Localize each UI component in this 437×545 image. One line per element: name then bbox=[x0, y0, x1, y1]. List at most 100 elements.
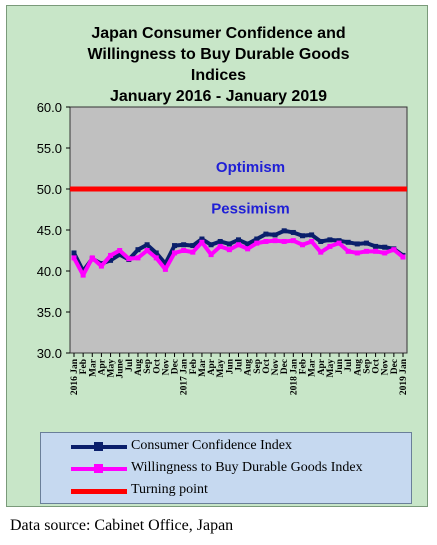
data-point-willingness bbox=[226, 247, 232, 253]
y-tick-label: 55.0 bbox=[37, 141, 62, 156]
data-point-willingness bbox=[327, 243, 333, 249]
data-point-willingness bbox=[181, 248, 187, 253]
data-point-consumer-confidence bbox=[162, 261, 168, 267]
data-point-willingness bbox=[382, 250, 388, 256]
data-point-consumer-confidence bbox=[117, 252, 123, 258]
data-point-willingness bbox=[336, 240, 342, 246]
x-tick-label: June bbox=[116, 359, 126, 379]
data-point-willingness bbox=[373, 248, 379, 254]
x-tick-label: Oct bbox=[152, 358, 162, 374]
data-point-consumer-confidence bbox=[135, 247, 141, 253]
x-tick-label: 2019 Jan bbox=[399, 358, 409, 395]
legend-swatch-turning-point bbox=[71, 489, 127, 494]
data-point-willingness bbox=[108, 252, 114, 258]
data-point-willingness bbox=[89, 255, 95, 261]
annotation-optimism: Optimism bbox=[216, 159, 285, 176]
x-tick-label: Oct bbox=[372, 358, 382, 374]
legend-marker-consumer-confidence bbox=[94, 442, 103, 451]
x-tick-label: Nov bbox=[381, 359, 391, 376]
legend-item-turning-point: Turning point bbox=[41, 481, 411, 501]
data-point-willingness bbox=[153, 255, 159, 261]
data-point-consumer-confidence bbox=[236, 237, 241, 243]
data-point-willingness bbox=[98, 263, 104, 269]
data-point-willingness bbox=[272, 238, 278, 244]
y-tick-label: 45.0 bbox=[37, 223, 62, 238]
y-tick-label: 35.0 bbox=[37, 305, 62, 320]
x-tick-label: Jun bbox=[335, 358, 345, 374]
x-tick-label: Mar bbox=[308, 358, 318, 377]
legend-item-willingness: Willingness to Buy Durable Goods Index bbox=[41, 459, 411, 479]
x-tick-label: Dec bbox=[280, 359, 290, 374]
data-point-consumer-confidence bbox=[354, 241, 360, 247]
data-point-consumer-confidence bbox=[382, 244, 388, 250]
data-point-willingness bbox=[208, 252, 214, 258]
x-tick-label: Jul bbox=[235, 359, 245, 372]
data-point-consumer-confidence bbox=[373, 243, 379, 249]
data-point-willingness bbox=[190, 249, 196, 255]
data-point-willingness bbox=[71, 255, 77, 261]
data-point-willingness bbox=[281, 238, 287, 244]
x-tick-label: Nov bbox=[271, 359, 281, 376]
x-tick-label: May bbox=[326, 359, 336, 378]
data-point-consumer-confidence bbox=[327, 237, 333, 243]
x-tick-label: Jul bbox=[344, 359, 354, 372]
x-tick-label: Feb bbox=[298, 359, 308, 374]
data-point-consumer-confidence bbox=[108, 257, 114, 263]
data-point-consumer-confidence bbox=[254, 236, 260, 242]
y-tick-label: 60.0 bbox=[37, 100, 62, 115]
x-tick-label: Apr bbox=[97, 358, 107, 375]
data-point-willingness bbox=[135, 255, 141, 261]
plot-area bbox=[69, 106, 408, 354]
y-tick-label: 50.0 bbox=[37, 182, 62, 197]
chart-subtitle: January 2016 - January 2019 bbox=[109, 88, 328, 105]
legend-label-willingness: Willingness to Buy Durable Goods Index bbox=[131, 460, 363, 475]
chart-title-line-1: Japan Consumer Confidence and bbox=[91, 25, 346, 42]
data-point-consumer-confidence bbox=[208, 242, 214, 248]
data-point-willingness bbox=[290, 238, 296, 244]
data-point-willingness bbox=[162, 266, 168, 272]
data-source-note: Data source: Cabinet Office, Japan bbox=[10, 517, 234, 534]
data-point-consumer-confidence bbox=[272, 232, 278, 238]
data-point-consumer-confidence bbox=[281, 228, 287, 234]
data-point-consumer-confidence bbox=[309, 232, 315, 238]
data-point-willingness bbox=[254, 240, 260, 246]
data-point-consumer-confidence bbox=[263, 231, 269, 237]
x-tick-label: Feb bbox=[189, 359, 199, 374]
x-tick-label: Oct bbox=[262, 358, 272, 374]
x-tick-label: Jul bbox=[125, 359, 135, 372]
x-tick-label: 2018 Jan bbox=[289, 358, 299, 395]
x-tick-label: Feb bbox=[79, 359, 89, 374]
data-point-consumer-confidence bbox=[299, 233, 305, 239]
legend: Consumer Confidence Index Willingness to… bbox=[40, 432, 412, 504]
data-point-willingness bbox=[400, 254, 406, 260]
data-point-consumer-confidence bbox=[181, 242, 187, 248]
x-tick-label: Aug bbox=[353, 359, 363, 376]
data-point-willingness bbox=[299, 242, 305, 248]
data-point-consumer-confidence bbox=[172, 243, 178, 249]
data-point-consumer-confidence bbox=[71, 250, 77, 256]
data-point-consumer-confidence bbox=[190, 243, 196, 249]
legend-label-turning-point: Turning point bbox=[131, 482, 208, 497]
data-point-willingness bbox=[217, 243, 223, 249]
data-point-willingness bbox=[80, 272, 86, 278]
x-tick-label: Sep bbox=[253, 359, 263, 374]
x-tick-label: Dec bbox=[390, 359, 400, 374]
x-tick-label: Sep bbox=[362, 359, 372, 374]
data-point-willingness bbox=[309, 238, 315, 244]
data-point-consumer-confidence bbox=[290, 229, 296, 235]
data-point-willingness bbox=[126, 256, 132, 262]
data-point-willingness bbox=[144, 248, 150, 253]
data-point-willingness bbox=[345, 248, 351, 254]
x-tick-label: Aug bbox=[244, 359, 254, 376]
data-point-willingness bbox=[199, 239, 205, 245]
x-tick-label: 2017 Jan bbox=[180, 358, 190, 395]
data-point-consumer-confidence bbox=[144, 242, 150, 248]
x-tick-label: Mar bbox=[88, 358, 98, 377]
x-tick-label: May bbox=[107, 359, 117, 378]
data-point-willingness bbox=[236, 242, 241, 248]
data-point-willingness bbox=[391, 247, 397, 253]
legend-label-consumer-confidence: Consumer Confidence Index bbox=[131, 438, 292, 453]
chart-title-line-3: Indices bbox=[190, 67, 247, 84]
chart-title-line-2: Willingness to Buy Durable Goods bbox=[87, 46, 350, 63]
